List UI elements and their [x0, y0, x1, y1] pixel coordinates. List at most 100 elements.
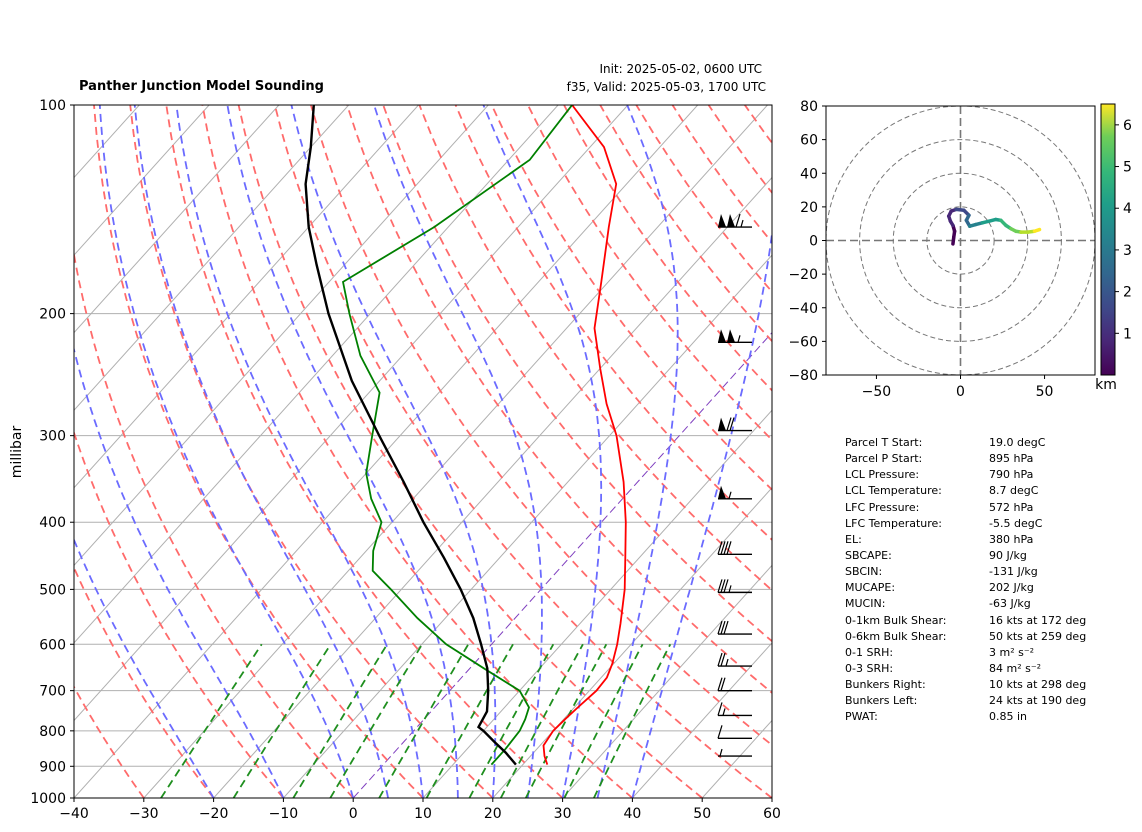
parameter-name: 0-1km Bulk Shear:	[845, 613, 947, 627]
dry-adiabat	[273, 105, 772, 798]
parameter-row: Bunkers Left: 24 kts at 190 deg	[845, 694, 1105, 710]
hodo-trace-segment	[1032, 227, 1042, 234]
parameter-row: SBCAPE: 90 J/kg	[845, 549, 1105, 565]
barb-full	[729, 417, 735, 431]
parameter-row: Parcel P Start: 895 hPa	[845, 452, 1105, 468]
parameter-value: 84 m² s⁻²	[989, 661, 1042, 675]
barb-full	[717, 652, 723, 667]
parameter-name: LCL Pressure:	[845, 468, 920, 482]
parameter-row: EL: 380 hPa	[845, 533, 1105, 549]
isotherm-line	[74, 105, 350, 411]
parameter-row: LFC Temperature: -5.5 degC	[845, 517, 1105, 533]
barb-full	[726, 417, 732, 431]
wind-barb	[717, 702, 752, 717]
parameter-value: 3 m² s⁻²	[989, 645, 1035, 659]
parameter-row: 0-1km Bulk Shear: 16 kts at 172 deg	[845, 614, 1105, 630]
parameter-value: 8.7 degC	[989, 484, 1039, 498]
barb-full	[717, 620, 723, 635]
parameter-value: -63 J/kg	[989, 597, 1031, 611]
parameter-row: 0-6km Bulk Shear: 50 kts at 259 deg	[845, 630, 1105, 646]
mixing-ratio-line	[160, 643, 263, 798]
mixing-ratio-line	[524, 643, 608, 798]
isotherm-line	[492, 487, 772, 798]
wind-barb	[717, 579, 752, 594]
parameter-value: 202 J/kg	[989, 581, 1034, 595]
hodo-y-tick-label: −20	[788, 267, 818, 283]
y-tick-label: 400	[39, 515, 66, 531]
parameter-row: LFC Pressure: 572 hPa	[845, 501, 1105, 517]
parameter-name: MUCIN:	[845, 597, 886, 611]
parameter-name: Parcel P Start:	[845, 452, 923, 466]
barb-full	[726, 541, 732, 555]
parameter-name: 0-1 SRH:	[845, 645, 894, 659]
y-tick-label: 500	[39, 582, 66, 598]
barb-flag	[727, 329, 735, 343]
colorbar-tick-label: 4	[1123, 201, 1132, 217]
parameter-name: LFC Temperature:	[845, 516, 943, 530]
mixing-ratio-line	[292, 643, 388, 798]
isotherm-line	[562, 564, 772, 798]
hodo-y-tick-label: 0	[809, 234, 818, 250]
x-tick-label: −30	[129, 806, 159, 822]
y-tick-label: 300	[39, 429, 66, 445]
parameter-value: 90 J/kg	[989, 548, 1027, 562]
parameter-name: LCL Temperature:	[845, 484, 942, 498]
parameter-name: EL:	[845, 532, 862, 546]
barb-full	[723, 541, 729, 555]
hodo-y-tick-label: −60	[788, 334, 818, 350]
dry-adiabat	[527, 105, 772, 442]
parameter-value: 790 hPa	[989, 468, 1034, 482]
colorbar-tick-label: 3	[1123, 243, 1132, 259]
moist-adiabat	[290, 105, 497, 798]
wind-barbs	[717, 213, 752, 757]
parameter-name: Bunkers Right:	[845, 678, 926, 692]
hodo-x-tick-label: 0	[956, 384, 965, 400]
parameter-value: 572 hPa	[989, 500, 1034, 514]
barb-full	[720, 620, 726, 635]
barb-flag	[727, 214, 735, 228]
isotherm-line	[143, 105, 768, 798]
wind-barb	[718, 417, 752, 432]
y-tick-label: 1000	[30, 791, 66, 807]
moist-adiabat	[98, 105, 355, 798]
parameter-value: 0.85 in	[989, 710, 1028, 724]
dry-adiabat	[310, 105, 772, 747]
parameter-value: 24 kts at 190 deg	[989, 694, 1087, 708]
barb-half	[728, 585, 732, 593]
valid-time: f35, Valid: 2025-05-03, 1700 UTC	[566, 80, 766, 94]
parameter-name: 0-6km Bulk Shear:	[845, 629, 947, 643]
parameter-value: 19.0 degC	[989, 436, 1046, 449]
parameter-table: Parcel T Start: 19.0 degC Parcel P Start: 8…	[845, 436, 1105, 727]
parameter-value: -131 J/kg	[989, 565, 1038, 579]
hodo-x-tick-label: −50	[862, 384, 892, 400]
dry-adiabat	[93, 105, 424, 798]
barb-flag	[718, 329, 726, 343]
dry-adiabat	[74, 685, 145, 798]
barb-half	[728, 491, 732, 499]
dry-adiabat	[454, 105, 772, 541]
hodo-y-tick-label: 60	[800, 133, 818, 149]
parameter-row: PWAT: 0.85 in	[845, 710, 1105, 726]
y-tick-label: 700	[39, 684, 66, 700]
isotherm-line	[213, 176, 772, 798]
colorbar	[1100, 103, 1116, 376]
mixing-ratio-line	[563, 643, 644, 798]
wind-barb	[718, 329, 752, 343]
wind-barb	[717, 620, 752, 635]
mixing-ratio-line	[593, 643, 672, 798]
parameter-value: -5.5 degC	[989, 516, 1043, 530]
parameter-name: 0-3 SRH:	[845, 661, 894, 675]
barb-flag	[718, 485, 726, 499]
wind-barb	[717, 652, 752, 667]
x-tick-label: 50	[693, 806, 711, 822]
isotherm-line	[283, 254, 772, 798]
parameter-row: LCL Temperature: 8.7 degC	[845, 484, 1105, 500]
barb-half	[725, 658, 729, 667]
dry-adiabat	[129, 105, 494, 798]
parameter-name: Bunkers Left:	[845, 694, 918, 708]
hodo-y-tick-label: 80	[800, 99, 818, 115]
barb-full	[723, 579, 729, 593]
x-tick-label: 0	[349, 806, 358, 822]
